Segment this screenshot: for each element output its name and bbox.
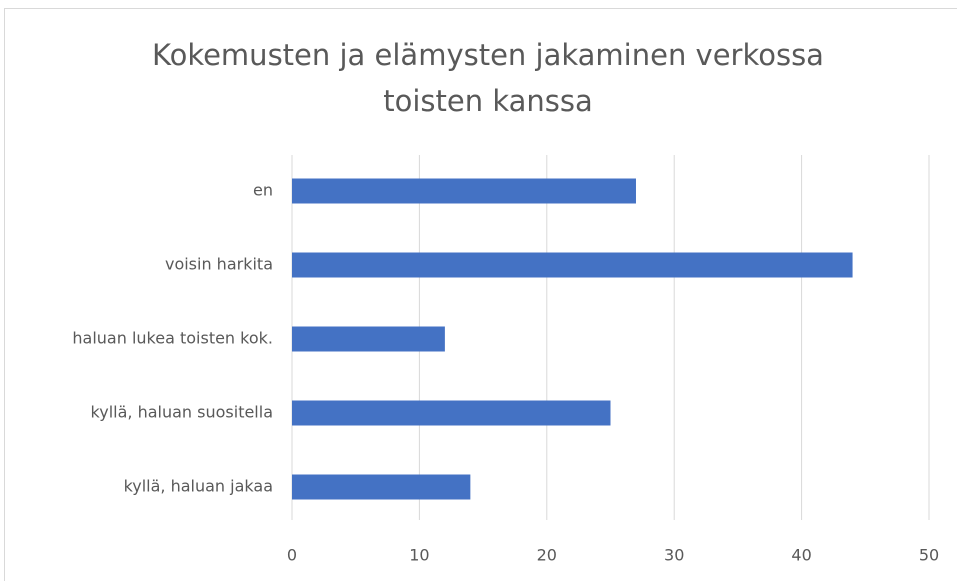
x-tick-label: 20: [537, 546, 557, 565]
bar: [292, 474, 471, 500]
y-tick-label: en: [253, 181, 273, 200]
chart-border: [4, 8, 957, 581]
x-tick-label: 40: [791, 546, 811, 565]
x-tick-label: 10: [409, 546, 429, 565]
bar: [292, 178, 636, 204]
y-tick-label: kyllä, haluan jakaa: [124, 477, 273, 496]
chart-title: Kokemusten ja elämysten jakaminen verkos…: [152, 38, 824, 118]
y-tick-label: kyllä, haluan suositella: [91, 403, 273, 422]
bar: [292, 252, 853, 278]
x-tick-label: 30: [664, 546, 684, 565]
x-tick-label: 0: [287, 546, 297, 565]
bar: [292, 326, 445, 352]
y-tick-label: voisin harkita: [165, 255, 273, 274]
bar: [292, 400, 611, 426]
x-tick-label: 50: [919, 546, 939, 565]
y-tick-label: haluan lukea toisten kok.: [72, 329, 273, 348]
